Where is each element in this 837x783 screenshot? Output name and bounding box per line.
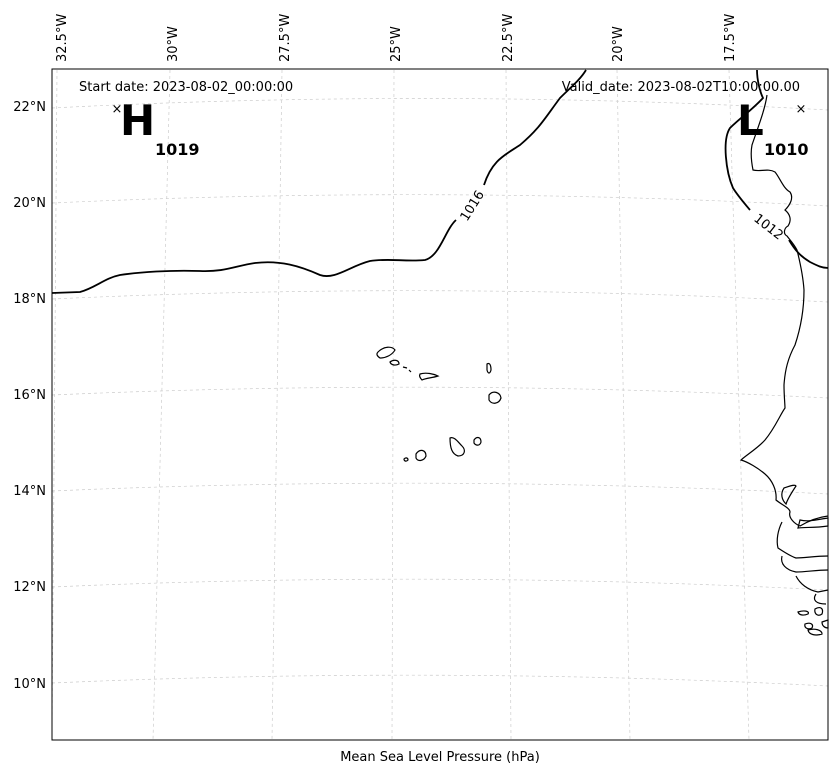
latitude-label: 16°N: [13, 388, 46, 403]
low-center-marker: ×: [796, 102, 807, 117]
latitude-label: 22°N: [13, 100, 46, 115]
low-center-value: 1010: [764, 140, 809, 159]
map-caption: Mean Sea Level Pressure (hPa): [340, 750, 540, 765]
island: [486, 362, 492, 374]
island: [473, 436, 482, 446]
longitude-label: 30°W: [166, 26, 181, 62]
low-pressure-center: × L 1010: [737, 96, 809, 159]
longitude-label: 22.5°W: [501, 14, 516, 62]
parallel-line: [51, 98, 829, 111]
longitude-label: 17.5°W: [723, 14, 738, 62]
latitude-labels: 22°N 20°N 18°N 16°N 14°N 12°N 10°N: [13, 100, 46, 692]
island: [376, 346, 396, 359]
cape-verde-islands: [376, 346, 502, 462]
meridian-line: [271, 69, 283, 741]
graticule: [51, 69, 829, 741]
africa-coast: [739, 94, 829, 527]
meridian-line: [152, 69, 171, 741]
meridian-line: [51, 69, 58, 741]
latitude-label: 12°N: [13, 580, 46, 595]
isobar-label: 1012: [751, 211, 786, 243]
latitude-label: 20°N: [13, 196, 46, 211]
high-pressure-center: × H 1019: [112, 96, 200, 159]
parallel-line: [51, 578, 829, 591]
island: [403, 457, 409, 462]
high-center-letter: H: [120, 96, 155, 145]
meridian-line: [616, 69, 631, 741]
africa-coast: [776, 521, 829, 605]
parallel-line: [51, 194, 829, 207]
isobars: 1016 1012: [51, 69, 829, 294]
island: [488, 391, 502, 404]
africa-coast: [781, 484, 797, 506]
isobar-1012-line: [724, 69, 829, 269]
island: [449, 437, 465, 457]
island: [415, 449, 427, 462]
latitude-label: 18°N: [13, 292, 46, 307]
parallel-line: [51, 290, 829, 303]
high-center-marker: ×: [112, 102, 123, 117]
island: [419, 372, 440, 381]
valid-date-label: Valid_date: 2023-08-02T10:00:00.00: [562, 80, 800, 95]
parallel-line: [51, 482, 829, 495]
meridian-line: [505, 69, 512, 741]
longitude-label: 32.5°W: [55, 14, 70, 62]
low-center-letter: L: [737, 96, 764, 145]
latitude-label: 10°N: [13, 677, 46, 692]
parallel-line: [51, 674, 829, 687]
map-frame: [51, 68, 829, 741]
start-date-label: Start date: 2023-08-02_00:00:00: [79, 80, 293, 95]
coastline: [739, 94, 829, 636]
island: [402, 366, 412, 373]
isobar-1016-line: [51, 69, 587, 294]
meridian-line: [728, 69, 750, 741]
latitude-label: 14°N: [13, 484, 46, 499]
high-center-value: 1019: [155, 140, 200, 159]
longitude-label: 20°W: [611, 26, 626, 62]
longitude-label: 25°W: [389, 26, 404, 62]
island-bijagos: [797, 607, 829, 636]
longitude-label: 27.5°W: [278, 14, 293, 62]
isobar-label: 1016: [458, 188, 488, 224]
meridian-line: [391, 69, 395, 741]
longitude-labels: 32.5°W 30°W 27.5°W 25°W 22.5°W 20°W 17.5…: [55, 14, 738, 62]
parallel-line: [51, 386, 829, 399]
island: [389, 359, 400, 366]
